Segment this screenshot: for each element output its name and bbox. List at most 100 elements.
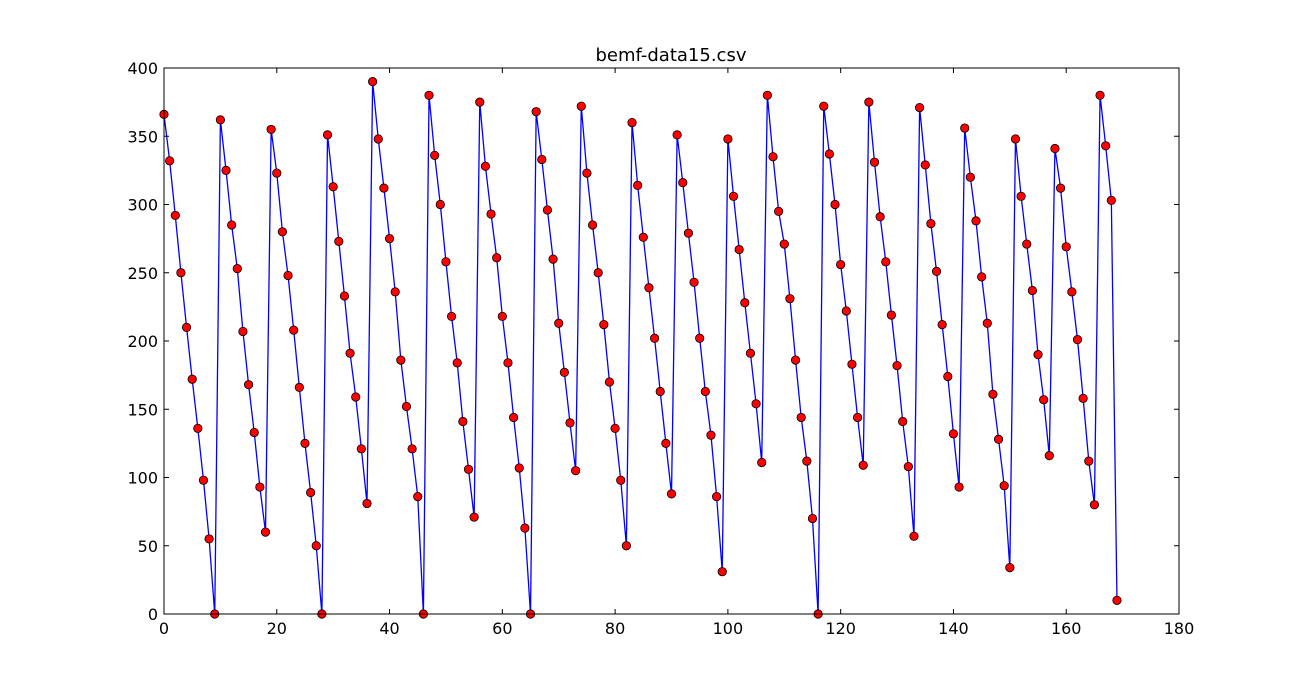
data-point-marker bbox=[424, 90, 434, 100]
data-point-marker bbox=[537, 154, 547, 165]
data-point-marker bbox=[492, 253, 502, 263]
data-point-marker bbox=[531, 107, 541, 117]
data-point-marker bbox=[1067, 287, 1077, 297]
data-point-marker bbox=[238, 326, 248, 337]
data-point-marker bbox=[430, 150, 440, 160]
data-point-marker bbox=[824, 149, 834, 159]
data-point-marker bbox=[334, 236, 344, 246]
x-tick-label: 80 bbox=[605, 619, 625, 638]
data-point-marker bbox=[554, 318, 564, 328]
data-point-marker bbox=[306, 487, 316, 498]
data-point-marker bbox=[165, 156, 175, 166]
data-point-marker bbox=[193, 423, 203, 433]
data-point-marker bbox=[830, 199, 840, 210]
data-point-marker bbox=[503, 358, 513, 368]
data-point-marker bbox=[260, 527, 271, 537]
data-point-marker bbox=[559, 367, 569, 377]
data-point-marker bbox=[249, 427, 259, 438]
data-point-marker bbox=[356, 444, 366, 454]
data-point-marker bbox=[1033, 350, 1043, 360]
data-point-marker bbox=[678, 178, 688, 188]
data-point-marker bbox=[446, 311, 457, 322]
data-point-marker bbox=[384, 234, 395, 244]
data-point-marker bbox=[728, 191, 739, 201]
data-point-marker bbox=[407, 444, 417, 454]
data-point-marker bbox=[294, 382, 304, 393]
data-point-marker bbox=[802, 456, 812, 466]
data-point-marker bbox=[723, 134, 733, 144]
data-point-marker bbox=[977, 272, 987, 282]
data-point-marker bbox=[779, 239, 789, 249]
data-point-marker bbox=[943, 371, 953, 382]
data-point-marker bbox=[215, 115, 225, 125]
data-point-marker bbox=[1078, 393, 1088, 403]
data-point-marker bbox=[948, 429, 959, 439]
data-point-marker bbox=[836, 259, 846, 270]
data-point-marker bbox=[751, 399, 761, 409]
data-point-marker bbox=[435, 199, 445, 210]
data-point-marker bbox=[937, 320, 947, 330]
data-point-marker bbox=[593, 268, 603, 278]
data-point-marker bbox=[1044, 451, 1054, 461]
data-point-marker bbox=[458, 416, 468, 427]
y-tick-label: 250 bbox=[127, 264, 158, 283]
data-point-marker bbox=[198, 475, 209, 485]
data-point-marker bbox=[469, 512, 479, 522]
data-point-marker bbox=[463, 464, 474, 474]
data-point-marker bbox=[1016, 191, 1026, 201]
data-point-marker bbox=[576, 101, 586, 111]
data-point-marker bbox=[920, 160, 930, 170]
data-point-marker bbox=[644, 283, 654, 293]
data-point-marker bbox=[993, 434, 1004, 444]
data-point-marker bbox=[971, 216, 981, 226]
data-point-marker bbox=[875, 212, 885, 222]
data-point-marker bbox=[599, 320, 609, 330]
data-point-marker bbox=[604, 377, 615, 387]
data-point-marker bbox=[277, 227, 288, 237]
data-point-marker bbox=[187, 374, 197, 384]
data-point-marker bbox=[757, 457, 767, 468]
data-point-marker bbox=[960, 123, 970, 133]
data-point-marker bbox=[582, 168, 592, 178]
plot-area-frame bbox=[163, 67, 1180, 615]
data-point-marker bbox=[915, 102, 925, 113]
data-point-marker bbox=[351, 392, 361, 402]
y-tick-label: 350 bbox=[127, 127, 158, 146]
data-point-marker bbox=[272, 168, 282, 178]
data-point-marker bbox=[413, 492, 423, 502]
data-point-marker bbox=[221, 165, 231, 175]
data-point-marker bbox=[339, 291, 350, 301]
data-point-marker bbox=[441, 257, 451, 267]
data-point-marker bbox=[170, 210, 180, 221]
data-point-marker bbox=[1112, 595, 1122, 605]
data-point-marker bbox=[1022, 239, 1032, 249]
data-point-marker bbox=[571, 466, 581, 476]
data-point-marker bbox=[965, 172, 975, 182]
chart-title: bemf-data15.csv bbox=[596, 45, 747, 66]
data-point-marker bbox=[368, 77, 378, 87]
data-point-marker bbox=[768, 152, 778, 162]
data-point-marker bbox=[621, 541, 631, 551]
data-point-marker bbox=[227, 220, 237, 230]
data-point-marker bbox=[565, 418, 575, 428]
data-point-marker bbox=[847, 359, 857, 369]
data-point-marker bbox=[1039, 395, 1049, 405]
data-point-marker bbox=[745, 348, 756, 358]
data-point-marker bbox=[362, 498, 372, 509]
data-point-marker bbox=[627, 118, 637, 128]
data-point-marker bbox=[1089, 500, 1100, 510]
y-tick-label: 0 bbox=[148, 605, 158, 624]
data-point-marker bbox=[774, 206, 784, 216]
data-point-marker bbox=[587, 220, 598, 230]
data-point-marker bbox=[289, 325, 299, 335]
data-point-marker bbox=[1055, 183, 1066, 193]
data-point-marker bbox=[542, 205, 553, 215]
x-tick-label: 0 bbox=[159, 619, 169, 638]
data-point-marker bbox=[266, 124, 276, 135]
data-point-marker bbox=[1027, 285, 1037, 296]
data-point-marker bbox=[396, 355, 406, 365]
data-point-marker bbox=[486, 209, 496, 219]
data-point-marker bbox=[864, 97, 874, 107]
data-point-marker bbox=[700, 386, 710, 397]
